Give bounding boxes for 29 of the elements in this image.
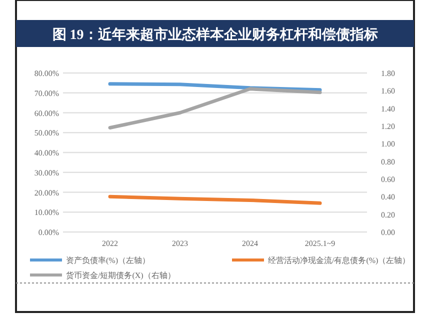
chart-title: 图 19：近年来超市业态样本企业财务杠杆和偿债指标 <box>52 26 378 43</box>
legend-label: 经营活动净现金流/有息债务(%)（左轴） <box>268 256 410 265</box>
y2-tick-label: 1.20 <box>381 122 395 131</box>
line-series <box>108 194 322 205</box>
x-tick-label: 2022 <box>102 239 118 248</box>
y2-tick-label: 0.00 <box>381 228 395 237</box>
y-tick-label: 50.00% <box>34 128 60 138</box>
y-tick-label: 0.00% <box>38 228 60 237</box>
legend-label: 资产负债率(%)（左轴） <box>66 256 150 265</box>
line-series <box>108 87 322 130</box>
x-tick-label: 2025.1~9 <box>304 239 336 248</box>
y-tick-label: 40.00% <box>34 148 60 158</box>
y-tick-label: 70.00% <box>34 88 60 98</box>
y2-tick-label: 1.00 <box>381 140 395 149</box>
y2-tick-label: 1.60 <box>381 86 395 96</box>
y-tick-label: 20.00% <box>34 188 60 198</box>
legend-label: 货币资金/短期债务(X)（右轴） <box>66 271 176 280</box>
x-tick-label: 2023 <box>172 239 188 248</box>
y2-tick-label: 1.40 <box>381 104 395 114</box>
y-tick-label: 30.00% <box>34 168 60 178</box>
y-tick-label: 80.00% <box>34 69 60 78</box>
y2-tick-label: 0.60 <box>381 175 395 184</box>
y2-tick-label: 0.20 <box>381 210 395 220</box>
y2-tick-label: 1.80 <box>381 69 395 78</box>
y-tick-label: 60.00% <box>34 108 60 118</box>
y-tick-label: 10.00% <box>34 208 60 218</box>
x-tick-label: 2024 <box>242 239 258 248</box>
y2-tick-label: 0.40 <box>381 192 395 202</box>
y2-tick-label: 0.80 <box>381 157 395 166</box>
